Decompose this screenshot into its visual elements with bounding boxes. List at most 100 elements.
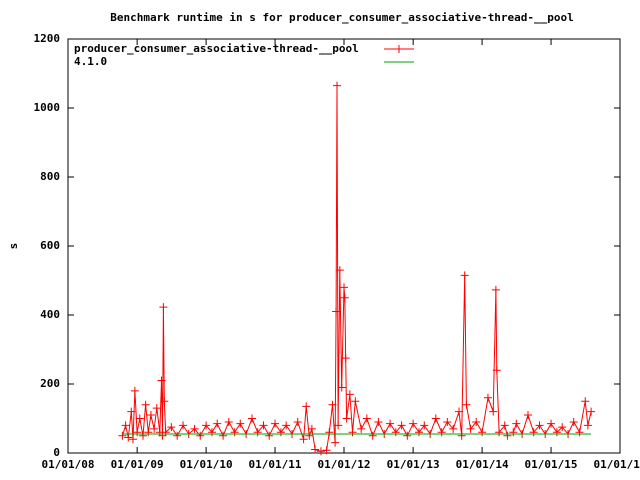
point-marker (503, 431, 512, 440)
x-tick-label: 01/01/10 (180, 458, 233, 471)
point-marker (414, 428, 423, 437)
point-marker (335, 266, 344, 275)
point-marker (311, 445, 320, 454)
point-marker (150, 424, 159, 433)
point-marker (443, 417, 452, 426)
point-marker (152, 404, 161, 413)
point-marker (491, 285, 500, 294)
point-marker (305, 431, 314, 440)
point-marker (455, 407, 464, 416)
point-marker (202, 421, 211, 430)
point-marker (141, 400, 150, 409)
point-marker (492, 366, 501, 375)
point-marker (535, 421, 544, 430)
point-marker (466, 424, 475, 433)
point-marker (325, 428, 334, 437)
point-marker (583, 421, 592, 430)
x-tick-label: 01/01/08 (42, 458, 95, 471)
point-marker (460, 271, 469, 280)
y-tick-label: 0 (53, 446, 60, 459)
x-tick-label: 01/01/12 (318, 458, 371, 471)
point-marker (144, 428, 153, 437)
y-tick-label: 800 (40, 170, 60, 183)
point-marker (524, 411, 532, 420)
point-marker (348, 428, 357, 437)
point-marker (529, 428, 538, 437)
point-marker (293, 417, 302, 426)
point-marker (500, 421, 509, 430)
point-marker (431, 414, 440, 423)
point-marker (334, 421, 343, 430)
point-marker (307, 424, 316, 433)
point-marker (391, 428, 400, 437)
point-marker (253, 428, 262, 437)
point-marker (587, 407, 596, 416)
point-marker (207, 428, 216, 437)
x-tick-label: 01/01/13 (387, 458, 440, 471)
point-marker (437, 428, 446, 437)
point-marker (368, 431, 377, 440)
y-tick-label: 200 (40, 377, 60, 390)
y-tick-label: 1000 (34, 101, 61, 114)
point-marker (457, 431, 466, 440)
point-marker (159, 303, 168, 312)
x-tick-label: 01/01/11 (249, 458, 302, 471)
point-marker (130, 386, 139, 395)
point-marker (271, 419, 280, 428)
point-marker (173, 431, 182, 440)
x-tick-label: 01/01/16 (594, 458, 640, 471)
point-marker (478, 428, 487, 437)
point-marker (259, 421, 268, 430)
point-marker (449, 424, 458, 433)
y-tick-label: 600 (40, 239, 60, 252)
series-line (121, 85, 592, 452)
point-marker (342, 414, 351, 423)
point-marker (124, 433, 133, 442)
point-marker (190, 424, 199, 433)
point-marker (357, 424, 366, 433)
point-marker (302, 402, 311, 411)
point-marker (362, 414, 371, 423)
point-marker (337, 383, 346, 392)
point-marker (322, 446, 331, 455)
point-marker (265, 431, 274, 440)
point-marker (158, 431, 167, 440)
legend-label: 4.1.0 (74, 55, 107, 68)
point-marker (135, 414, 144, 423)
point-marker (138, 431, 147, 440)
point-marker (462, 400, 471, 409)
point-marker (282, 421, 291, 430)
point-marker (236, 419, 245, 428)
point-marker (345, 390, 354, 399)
point-marker (161, 428, 170, 437)
point-marker (299, 435, 308, 444)
point-marker (569, 417, 578, 426)
y-axis-label: s (7, 243, 20, 250)
point-marker (328, 400, 337, 409)
point-marker (146, 411, 155, 420)
point-marker (340, 283, 348, 292)
point-marker (489, 407, 498, 416)
point-marker (340, 293, 349, 302)
point-marker (409, 419, 418, 428)
point-marker (472, 417, 481, 426)
point-marker (558, 423, 567, 432)
point-marker (341, 354, 350, 363)
point-marker (552, 428, 561, 437)
point-marker (581, 397, 590, 406)
point-marker (167, 423, 176, 432)
point-marker (118, 431, 127, 440)
point-marker (483, 393, 492, 402)
point-marker (403, 431, 412, 440)
y-tick-label: 1200 (34, 32, 61, 45)
point-marker (179, 421, 188, 430)
x-tick-label: 01/01/09 (111, 458, 164, 471)
y-tick-label: 400 (40, 308, 60, 321)
point-marker (509, 428, 518, 437)
legend-swatch (395, 45, 403, 53)
point-marker (219, 431, 228, 440)
point-marker (397, 421, 406, 430)
point-marker (224, 417, 233, 426)
point-marker (128, 435, 137, 444)
